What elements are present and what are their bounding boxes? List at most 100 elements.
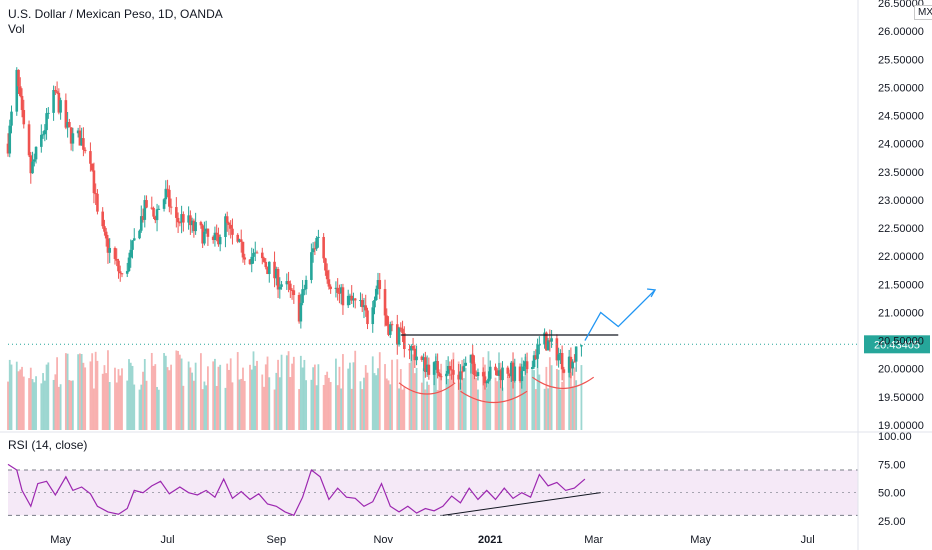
volume-bar bbox=[42, 373, 44, 430]
volume-bar bbox=[475, 377, 478, 430]
rsi-tick-label: 75.00 bbox=[878, 459, 906, 471]
candle-body bbox=[422, 357, 425, 360]
price-tick-label: 25.50000 bbox=[878, 54, 924, 66]
candle-body bbox=[206, 228, 210, 237]
volume-bar bbox=[366, 372, 369, 430]
volume-bar bbox=[401, 389, 404, 430]
volume-bar bbox=[212, 361, 215, 430]
volume-bar bbox=[101, 373, 104, 430]
candle-body bbox=[520, 371, 524, 382]
candle-body bbox=[525, 361, 529, 370]
volume-label: Vol bbox=[8, 22, 25, 36]
candle-body bbox=[139, 216, 143, 231]
volume-bar bbox=[93, 388, 95, 430]
candle-body bbox=[336, 287, 339, 293]
price-tick-label: 26.00000 bbox=[878, 26, 924, 38]
volume-bar bbox=[526, 368, 528, 430]
candle-body bbox=[439, 376, 443, 378]
candle-body bbox=[580, 345, 583, 347]
rsi-label: RSI (14, close) bbox=[8, 438, 88, 452]
candle-body bbox=[285, 281, 289, 285]
volume-bar bbox=[187, 361, 190, 430]
candle-body bbox=[334, 287, 338, 289]
volume-bar bbox=[180, 358, 183, 430]
candle-body bbox=[413, 348, 417, 361]
volume-bar bbox=[142, 371, 144, 430]
time-tick-label: Jul bbox=[801, 534, 815, 546]
candle-body bbox=[550, 338, 553, 342]
candle-body bbox=[297, 294, 301, 322]
volume-bar bbox=[29, 367, 32, 430]
volume-bar bbox=[538, 374, 541, 430]
candle-body bbox=[227, 222, 231, 225]
candle-body bbox=[108, 247, 112, 253]
volume-bar bbox=[287, 351, 290, 430]
candle-body bbox=[255, 252, 259, 254]
volume-bar bbox=[21, 366, 23, 430]
volume-bar bbox=[420, 382, 423, 430]
candle-body bbox=[150, 207, 154, 209]
volume-bar bbox=[152, 365, 155, 430]
volume-bar bbox=[519, 373, 521, 430]
volume-bar bbox=[571, 386, 574, 430]
candle-body bbox=[90, 163, 94, 171]
candle-body bbox=[106, 238, 110, 253]
volume-bar bbox=[524, 356, 527, 430]
volume-bar bbox=[94, 351, 97, 430]
candle-body bbox=[555, 338, 559, 361]
pattern-arc bbox=[398, 382, 456, 395]
volume-bar bbox=[550, 365, 553, 430]
rsi-pane[interactable] bbox=[7, 463, 858, 517]
volume-bar bbox=[570, 372, 572, 430]
candle-body bbox=[278, 286, 282, 290]
volume-bar bbox=[82, 362, 85, 430]
price-pane[interactable] bbox=[6, 67, 583, 391]
volume-bar bbox=[133, 384, 136, 430]
candle-body bbox=[338, 292, 341, 294]
volume-bar bbox=[71, 380, 74, 430]
candle-body bbox=[264, 261, 268, 268]
candle-body bbox=[348, 295, 352, 297]
candle-body bbox=[213, 232, 217, 241]
price-tick-label: 21.00000 bbox=[878, 307, 924, 319]
candle-body bbox=[548, 340, 552, 342]
volume-bar bbox=[57, 386, 60, 430]
candle-body bbox=[499, 370, 503, 381]
volume-bar bbox=[263, 386, 265, 430]
candle-body bbox=[362, 305, 366, 308]
volume-bar bbox=[31, 379, 34, 430]
candle-body bbox=[22, 110, 26, 125]
volume-bar bbox=[140, 384, 143, 430]
candle-body bbox=[17, 69, 20, 87]
candle-body bbox=[397, 327, 401, 345]
volume-bar bbox=[28, 378, 30, 430]
drawing-annotations[interactable] bbox=[8, 288, 858, 403]
currency-badge[interactable]: MXN bbox=[914, 5, 932, 20]
candle-body bbox=[350, 295, 354, 301]
volume-bar bbox=[413, 373, 416, 430]
volume-bar bbox=[278, 377, 281, 430]
candle-body bbox=[64, 100, 68, 128]
volume-bar bbox=[254, 365, 257, 430]
volume-bar bbox=[59, 384, 62, 430]
volume-bar bbox=[129, 362, 132, 430]
volume-bar bbox=[557, 369, 560, 430]
volume-bar bbox=[545, 366, 548, 430]
volume-bar bbox=[350, 388, 353, 430]
volume-bar bbox=[243, 380, 246, 430]
volume-bar bbox=[378, 352, 381, 430]
candle-body bbox=[559, 353, 562, 355]
candle-body bbox=[495, 370, 499, 376]
volume-bar bbox=[103, 365, 106, 430]
candle-body bbox=[80, 138, 83, 146]
candle-body bbox=[424, 357, 427, 373]
candle-body bbox=[71, 133, 75, 144]
candle-body bbox=[274, 268, 278, 279]
candle-body bbox=[313, 248, 317, 250]
candle-body bbox=[253, 252, 257, 254]
volume-bar bbox=[52, 379, 55, 430]
candle-body bbox=[434, 361, 438, 363]
candle-body bbox=[322, 236, 325, 259]
candle-body bbox=[460, 371, 464, 373]
